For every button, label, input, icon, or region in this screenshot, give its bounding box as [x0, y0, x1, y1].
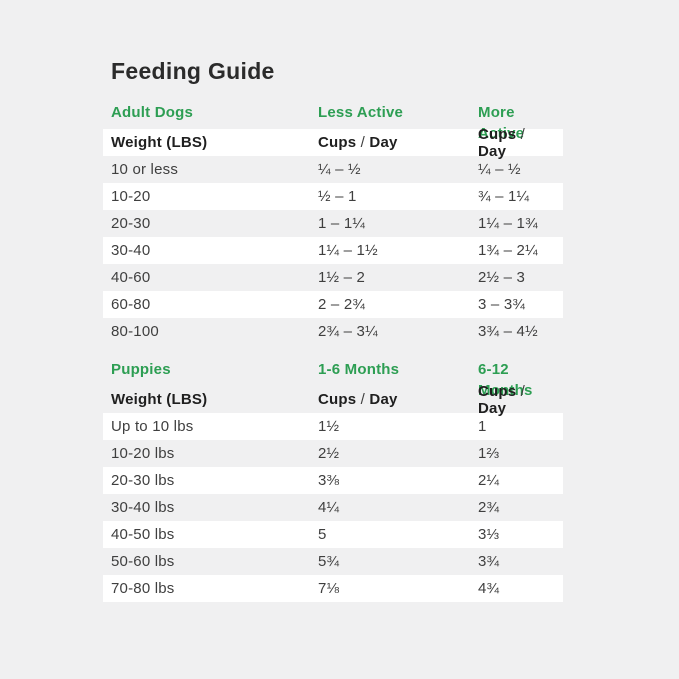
weight-cell: 20-30 lbs [111, 472, 175, 489]
cups-per-day-cell: 2¾ – 3¼ [318, 323, 378, 340]
cups-per-day-cell: 3 – 3¾ [478, 296, 526, 313]
table-row: 10 or less ¼ – ½ ¼ – ½ [103, 156, 563, 183]
table-row: 40-60 1½ – 2 2½ – 3 [103, 264, 563, 291]
table-row: 60-80 2 – 2¾ 3 – 3¾ [103, 291, 563, 318]
weight-cell: 30-40 [111, 242, 151, 259]
cups-per-day-cell: 2 – 2¾ [318, 296, 366, 313]
cups-per-day-cell: 3⅜ [318, 472, 340, 489]
cups-per-day-cell: 1½ – 2 [318, 269, 366, 286]
cups-per-day-cell: ¼ – ½ [318, 161, 361, 178]
cups-per-day-cell: 2¼ [478, 472, 500, 489]
section-label-puppies: Puppies [111, 361, 171, 378]
weight-cell: Up to 10 lbs [111, 418, 194, 435]
table-row: 40-50 lbs 5 3⅓ [103, 521, 563, 548]
cups-per-day-cell: 1⅔ [478, 445, 500, 462]
weight-cell: 20-30 [111, 215, 151, 232]
cups-per-day-cell: 1 – 1¼ [318, 215, 366, 232]
table-row: Up to 10 lbs 1½ 1 [103, 413, 563, 440]
slash-separator: / [520, 125, 526, 143]
puppies-table-header-row: Weight (LBS) Cups / Day Cups / Day [103, 383, 563, 417]
cups-per-day-cell: 2½ [318, 445, 340, 462]
weight-cell: 40-50 lbs [111, 526, 175, 543]
cups-per-day-cell: 1½ [318, 418, 340, 435]
table-row: 80-100 2¾ – 3¼ 3¾ – 4½ [103, 318, 563, 345]
cups-per-day-cell: 2¾ [478, 499, 500, 516]
header-weight-lbs: Weight (LBS) [111, 134, 208, 151]
table-row: 30-40 1¼ – 1½ 1¾ – 2¼ [103, 237, 563, 264]
slash-separator: / [360, 134, 366, 151]
page-title: Feeding Guide [111, 58, 275, 84]
weight-cell: 10-20 [111, 188, 151, 205]
header-cups-per-day-6-12-months: Cups / Day [478, 382, 526, 417]
header-cups-per-day-more-active: Cups / Day [478, 125, 526, 160]
cups-per-day-cell: 3¾ [478, 553, 500, 570]
cups-per-day-cell: 5¾ [318, 553, 340, 570]
weight-cell: 50-60 lbs [111, 553, 175, 570]
puppies-table: Puppies 1-6 Months 6-12 Months Weight (L… [103, 359, 563, 602]
cups-per-day-cell: 1 [478, 418, 487, 435]
weight-cell: 70-80 lbs [111, 580, 175, 597]
table-row: 50-60 lbs 5¾ 3¾ [103, 548, 563, 575]
weight-cell: 40-60 [111, 269, 151, 286]
column-label-6-12-months: 6-12 Months [478, 361, 533, 399]
cups-per-day-cell: 1¼ – 1½ [318, 242, 378, 259]
cups-per-day-cell: ¾ – 1¼ [478, 188, 530, 205]
adult-section-header: Adult Dogs Less Active More Active [103, 102, 563, 142]
header-cups-per-day-less-active: Cups / Day [318, 134, 398, 151]
weight-cell: 30-40 lbs [111, 499, 175, 516]
weight-cell: 10 or less [111, 161, 179, 178]
table-row: 20-30 1 – 1¼ 1¼ – 1¾ [103, 210, 563, 237]
slash-separator: / [360, 391, 366, 408]
adult-table-rows: 10 or less ¼ – ½ ¼ – ½ 10-20 ½ – 1 ¾ – 1¼ 20-3… [103, 156, 563, 345]
cups-per-day-cell: 2½ – 3 [478, 269, 526, 286]
cups-per-day-cell: 7⅛ [318, 580, 340, 597]
cups-per-day-cell: 1¼ – 1¾ [478, 215, 538, 232]
section-label-adult-dogs: Adult Dogs [111, 104, 193, 121]
feeding-guide: Feeding Guide Adult Dogs Less Active Mor… [103, 58, 563, 602]
column-label-more-active: More Active [478, 104, 525, 142]
header-weight-lbs: Weight (LBS) [111, 391, 208, 408]
table-row: 10-20 lbs 2½ 1⅔ [103, 440, 563, 467]
column-label-1-6-months: 1-6 Months [318, 361, 400, 378]
table-row: 70-80 lbs 7⅛ 4¾ [103, 575, 563, 602]
cups-per-day-cell: 3⅓ [478, 526, 500, 543]
cups-per-day-cell: 5 [318, 526, 327, 543]
header-cups-per-day-1-6-months: Cups / Day [318, 391, 398, 408]
cups-per-day-cell: ¼ – ½ [478, 161, 521, 178]
cups-per-day-cell: 4¼ [318, 499, 340, 516]
weight-cell: 60-80 [111, 296, 151, 313]
cups-per-day-cell: 1¾ – 2¼ [478, 242, 538, 259]
table-row: 10-20 ½ – 1 ¾ – 1¼ [103, 183, 563, 210]
cups-per-day-cell: 3¾ – 4½ [478, 323, 538, 340]
weight-cell: 80-100 [111, 323, 159, 340]
cups-per-day-cell: 4¾ [478, 580, 500, 597]
table-row: 30-40 lbs 4¼ 2¾ [103, 494, 563, 521]
adult-table-header-row: Weight (LBS) Cups / Day Cups / Day [103, 126, 563, 160]
table-row: 20-30 lbs 3⅜ 2¼ [103, 467, 563, 494]
puppies-table-rows: Up to 10 lbs 1½ 1 10-20 lbs 2½ 1⅔ 20-30 lbs 3⅜ 2… [103, 413, 563, 602]
slash-separator: / [520, 382, 526, 400]
adult-dogs-table: Adult Dogs Less Active More Active Weigh… [103, 102, 563, 345]
column-label-less-active: Less Active [318, 104, 404, 121]
cups-per-day-cell: ½ – 1 [318, 188, 357, 205]
weight-cell: 10-20 lbs [111, 445, 175, 462]
puppies-section-header: Puppies 1-6 Months 6-12 Months [103, 359, 563, 399]
